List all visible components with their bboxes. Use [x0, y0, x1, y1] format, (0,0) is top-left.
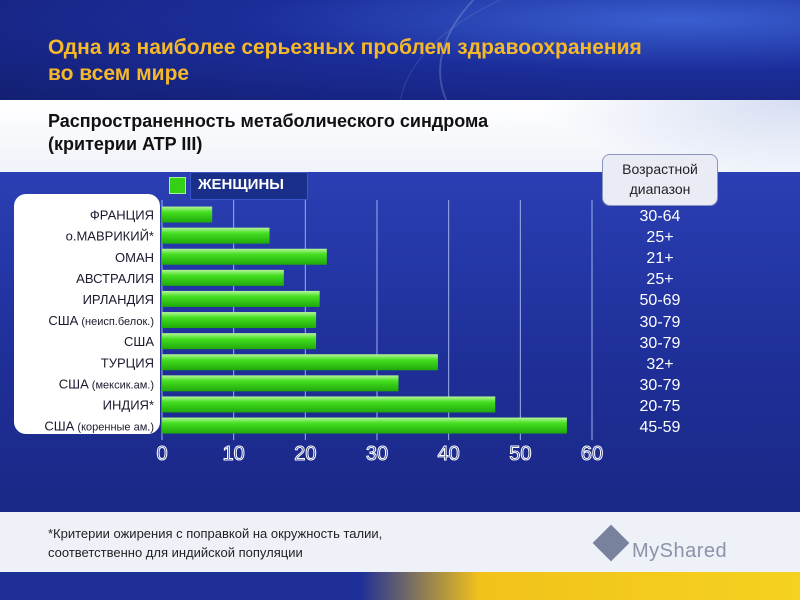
category-label-main: ОМАН [115, 250, 154, 265]
bar [162, 248, 327, 265]
category-label-note: (мексик.ам.) [89, 379, 154, 391]
category-label: ИНДИЯ* [103, 397, 154, 412]
category-label-main: ИРЛАНДИЯ [83, 292, 154, 307]
category-label-box [14, 194, 160, 434]
x-tick-label: 50 [509, 443, 531, 465]
age-range-value: 32+ [646, 355, 674, 373]
category-label-main: США [59, 376, 89, 391]
age-range-value: 25+ [646, 271, 674, 289]
watermark-text: MyShared [632, 540, 728, 562]
category-label-main: ИНДИЯ* [103, 397, 154, 412]
slide-title-line: Одна из наиболее серьезных проблем здрав… [48, 36, 642, 59]
category-label: США (мексик.ам.) [59, 376, 154, 391]
chart-title-line: Распространенность метаболического синдр… [48, 111, 489, 131]
category-label: АВСТРАЛИЯ [76, 271, 154, 286]
footnote: *Критерии ожирения с поправкой на окружн… [48, 524, 548, 562]
category-label-main: ФРАНЦИЯ [90, 208, 154, 223]
bar [162, 375, 399, 392]
header-band [0, 0, 800, 249]
age-range-value: 30-79 [639, 313, 681, 331]
category-label-note: (неисп.белок.) [78, 316, 154, 328]
age-range-value: 50-69 [639, 292, 681, 310]
category-label-note: (коренные ам.) [74, 422, 154, 434]
logo-icon [592, 524, 630, 562]
bar [162, 290, 320, 307]
category-label: ТУРЦИЯ [101, 355, 154, 370]
age-range-header-line: диапазон [629, 181, 691, 197]
category-label: ОМАН [115, 250, 154, 265]
footer-band [0, 512, 800, 572]
bar [162, 269, 284, 286]
legend-chip [190, 172, 308, 200]
category-label: США (коренные ам.) [44, 419, 154, 434]
age-range-value: 25+ [646, 229, 674, 247]
footnote-line: *Критерии ожирения с поправкой на окружн… [48, 526, 383, 541]
bar [162, 206, 213, 223]
category-label: о.МАВРИКИЙ* [66, 229, 154, 244]
x-tick-label: 30 [366, 443, 388, 465]
legend-swatch [169, 177, 186, 194]
bar [162, 227, 270, 244]
category-label-main: США [44, 419, 74, 434]
category-label-main: ТУРЦИЯ [101, 355, 154, 370]
bottom-strip [0, 572, 800, 600]
x-tick-label: 20 [294, 443, 316, 465]
bar [162, 333, 317, 350]
age-range-value: 30-64 [639, 208, 681, 225]
slide-title: Одна из наиболее серьезных проблем здрав… [48, 35, 768, 87]
age-range-value: 45-59 [639, 419, 681, 436]
age-range-value: 30-79 [639, 376, 681, 394]
bar [162, 417, 567, 434]
slide-title-line: во всем мире [48, 62, 190, 85]
x-tick-label: 0 [156, 443, 167, 465]
age-range-header: Возрастной диапазон [602, 154, 718, 206]
watermark-logo: MyShared [592, 524, 772, 568]
age-range-value: 21+ [646, 250, 674, 268]
age-range-header-line: Возрастной [622, 161, 698, 177]
x-tick-label: 10 [223, 443, 245, 465]
age-range-value: 30-79 [639, 334, 681, 352]
legend-label: ЖЕНЩИНЫ [198, 176, 284, 193]
category-label: США [124, 334, 154, 349]
chart-title-line: (критерии ATP III) [48, 134, 203, 154]
category-label-main: о.МАВРИКИЙ* [66, 229, 154, 244]
category-label: ИРЛАНДИЯ [83, 292, 154, 307]
category-label: США (неисп.белок.) [48, 313, 154, 328]
category-label-main: США [48, 313, 78, 328]
chart-title: Распространенность метаболического синдр… [48, 110, 608, 156]
bar [162, 354, 438, 371]
x-tick-label: 60 [581, 443, 603, 465]
x-tick-label: 40 [438, 443, 460, 465]
bar [162, 396, 496, 413]
bar [162, 312, 317, 329]
category-label-main: АВСТРАЛИЯ [76, 271, 154, 286]
category-label: ФРАНЦИЯ [90, 208, 154, 223]
footnote-line: соответственно для индийской популяции [48, 545, 303, 560]
age-range-value: 20-75 [639, 397, 681, 415]
category-label-main: США [124, 334, 154, 349]
